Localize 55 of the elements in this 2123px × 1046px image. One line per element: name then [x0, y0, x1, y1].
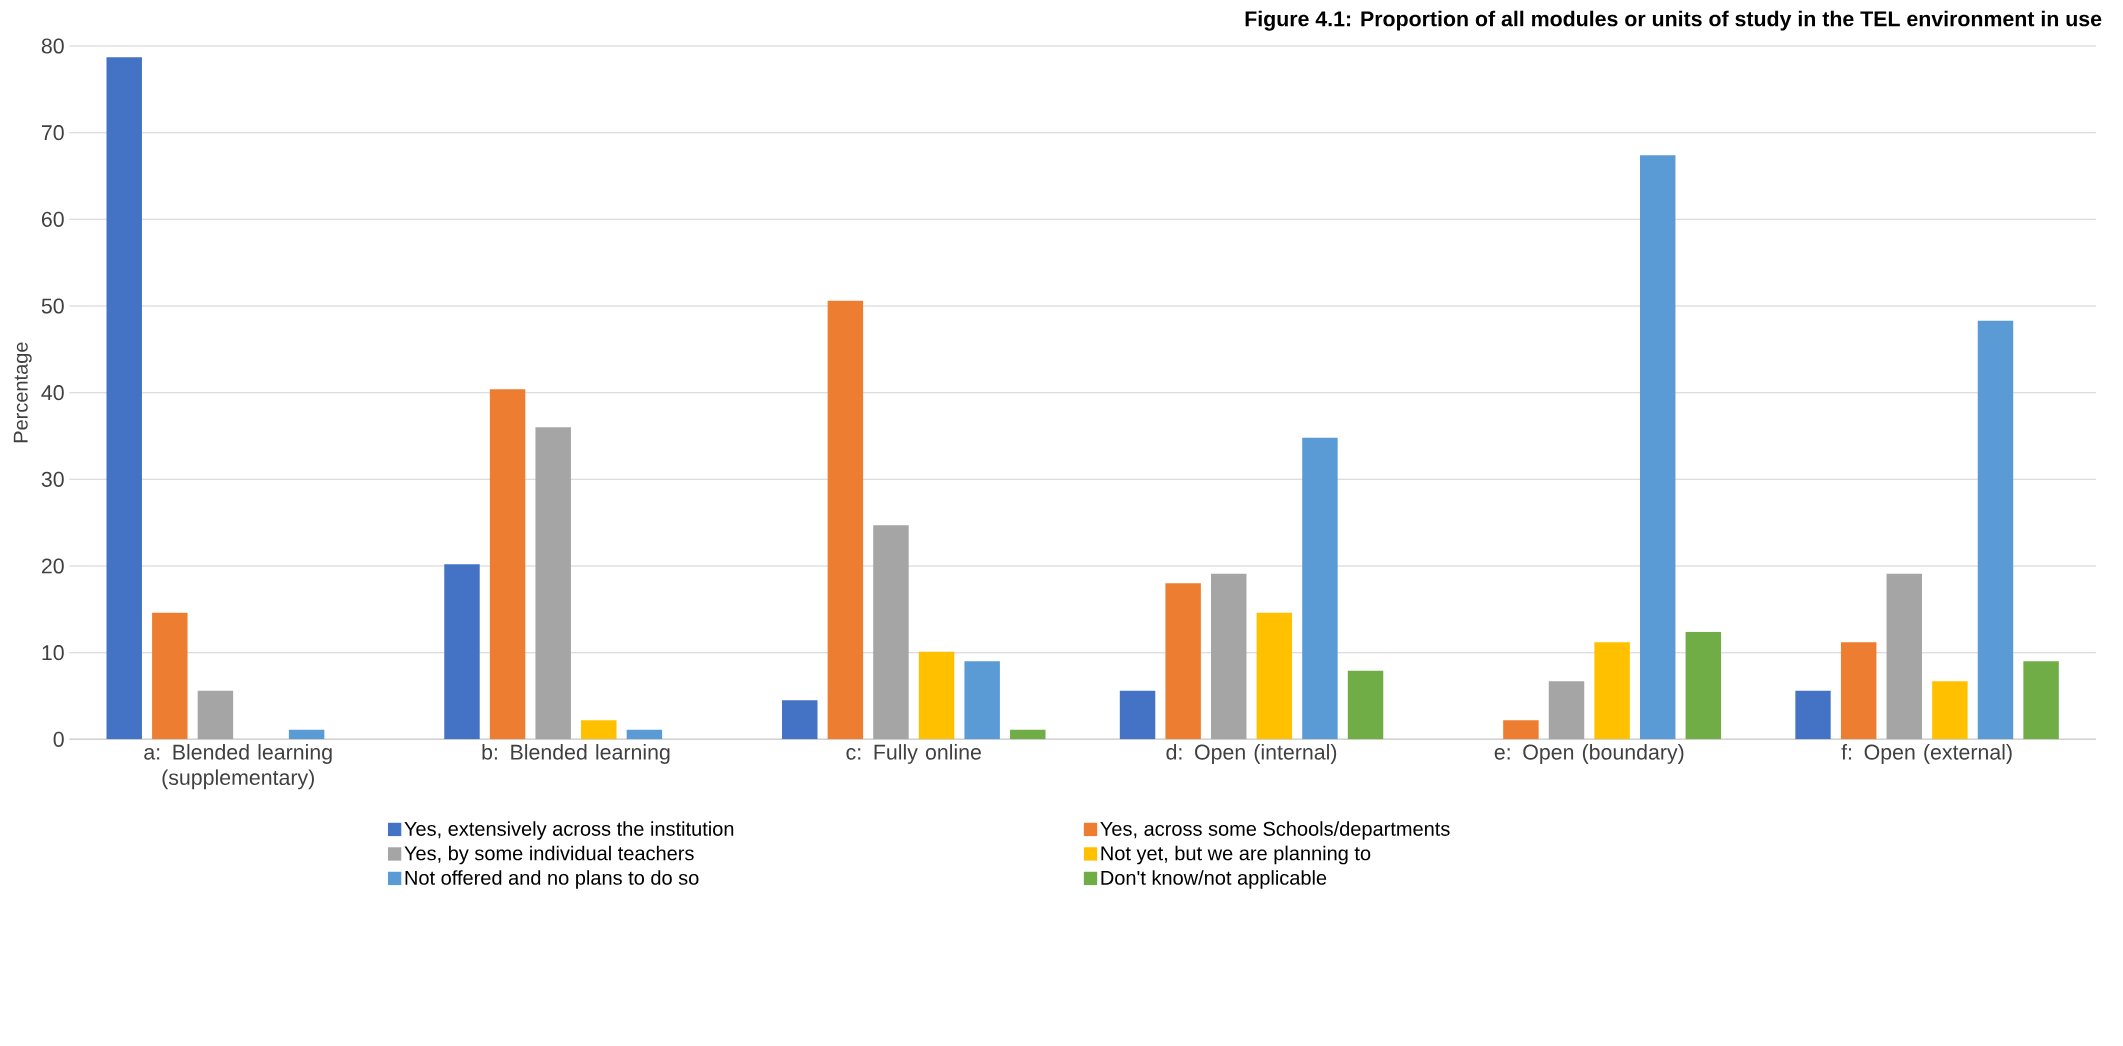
y-axis-title: Percentage [13, 342, 32, 443]
bar [1594, 642, 1630, 740]
legend-label: Don't know/not applicable [1101, 870, 1327, 889]
bar [581, 720, 617, 740]
bar [1347, 670, 1384, 740]
y-tick-label: 50 [41, 298, 64, 314]
y-tick-label: 70 [41, 125, 64, 141]
x-tick-label: c: Fully online [846, 744, 981, 764]
bar [1256, 612, 1293, 740]
bar [1886, 573, 1923, 740]
y-tick-label: 0 [53, 731, 64, 747]
bar [535, 427, 571, 740]
x-tick-label: a: Blended learning (supplementary) [144, 744, 332, 790]
bar [1685, 631, 1722, 740]
x-tick-label: d: Open (internal) [1166, 744, 1337, 764]
bar [1165, 583, 1201, 740]
x-tick-label: b: Blended learning [482, 744, 670, 764]
bar [964, 661, 1000, 740]
bar [197, 690, 234, 740]
bar [1010, 729, 1046, 740]
bar [489, 389, 526, 740]
legend-label: Yes, by some individual teachers [404, 845, 694, 865]
legend-label: Yes, across some Schools/departments [1100, 821, 1450, 840]
y-tick-label: 20 [41, 558, 64, 574]
bar [1119, 690, 1156, 740]
legend-label: Not offered and no plans to do so [405, 870, 699, 889]
bar [782, 700, 818, 740]
bar [1211, 573, 1247, 740]
bar [873, 525, 909, 740]
y-tick-label: 10 [42, 645, 64, 661]
bar [626, 729, 663, 740]
y-tick-label: 80 [41, 38, 64, 54]
bar [2023, 661, 2059, 740]
bar [288, 729, 325, 740]
x-tick-label: e: Open (boundary) [1494, 744, 1684, 764]
chart-title: Figure 4.1: Proportion of all modules or units of study in the TEL environment in use [1245, 10, 2102, 31]
y-tick-label: 30 [41, 471, 64, 487]
bar [152, 612, 188, 740]
bar [1795, 690, 1831, 740]
legend-label: Not yet, but we are planning to [1101, 845, 1371, 865]
bar [444, 564, 480, 740]
bar [1548, 681, 1585, 740]
y-tick-label: 40 [41, 385, 64, 401]
bar [1302, 437, 1338, 740]
y-tick-label: 60 [41, 211, 64, 227]
bar [1639, 155, 1676, 740]
bar [1977, 320, 2014, 740]
x-tick-label: f: Open (external) [1841, 744, 2012, 764]
legend-label: Yes, extensively across the institution [404, 821, 734, 840]
bar [1840, 642, 1877, 740]
bar [1932, 681, 1968, 740]
bar [1503, 720, 1539, 740]
bar [918, 651, 955, 740]
bar [106, 57, 142, 740]
bar [827, 300, 864, 740]
